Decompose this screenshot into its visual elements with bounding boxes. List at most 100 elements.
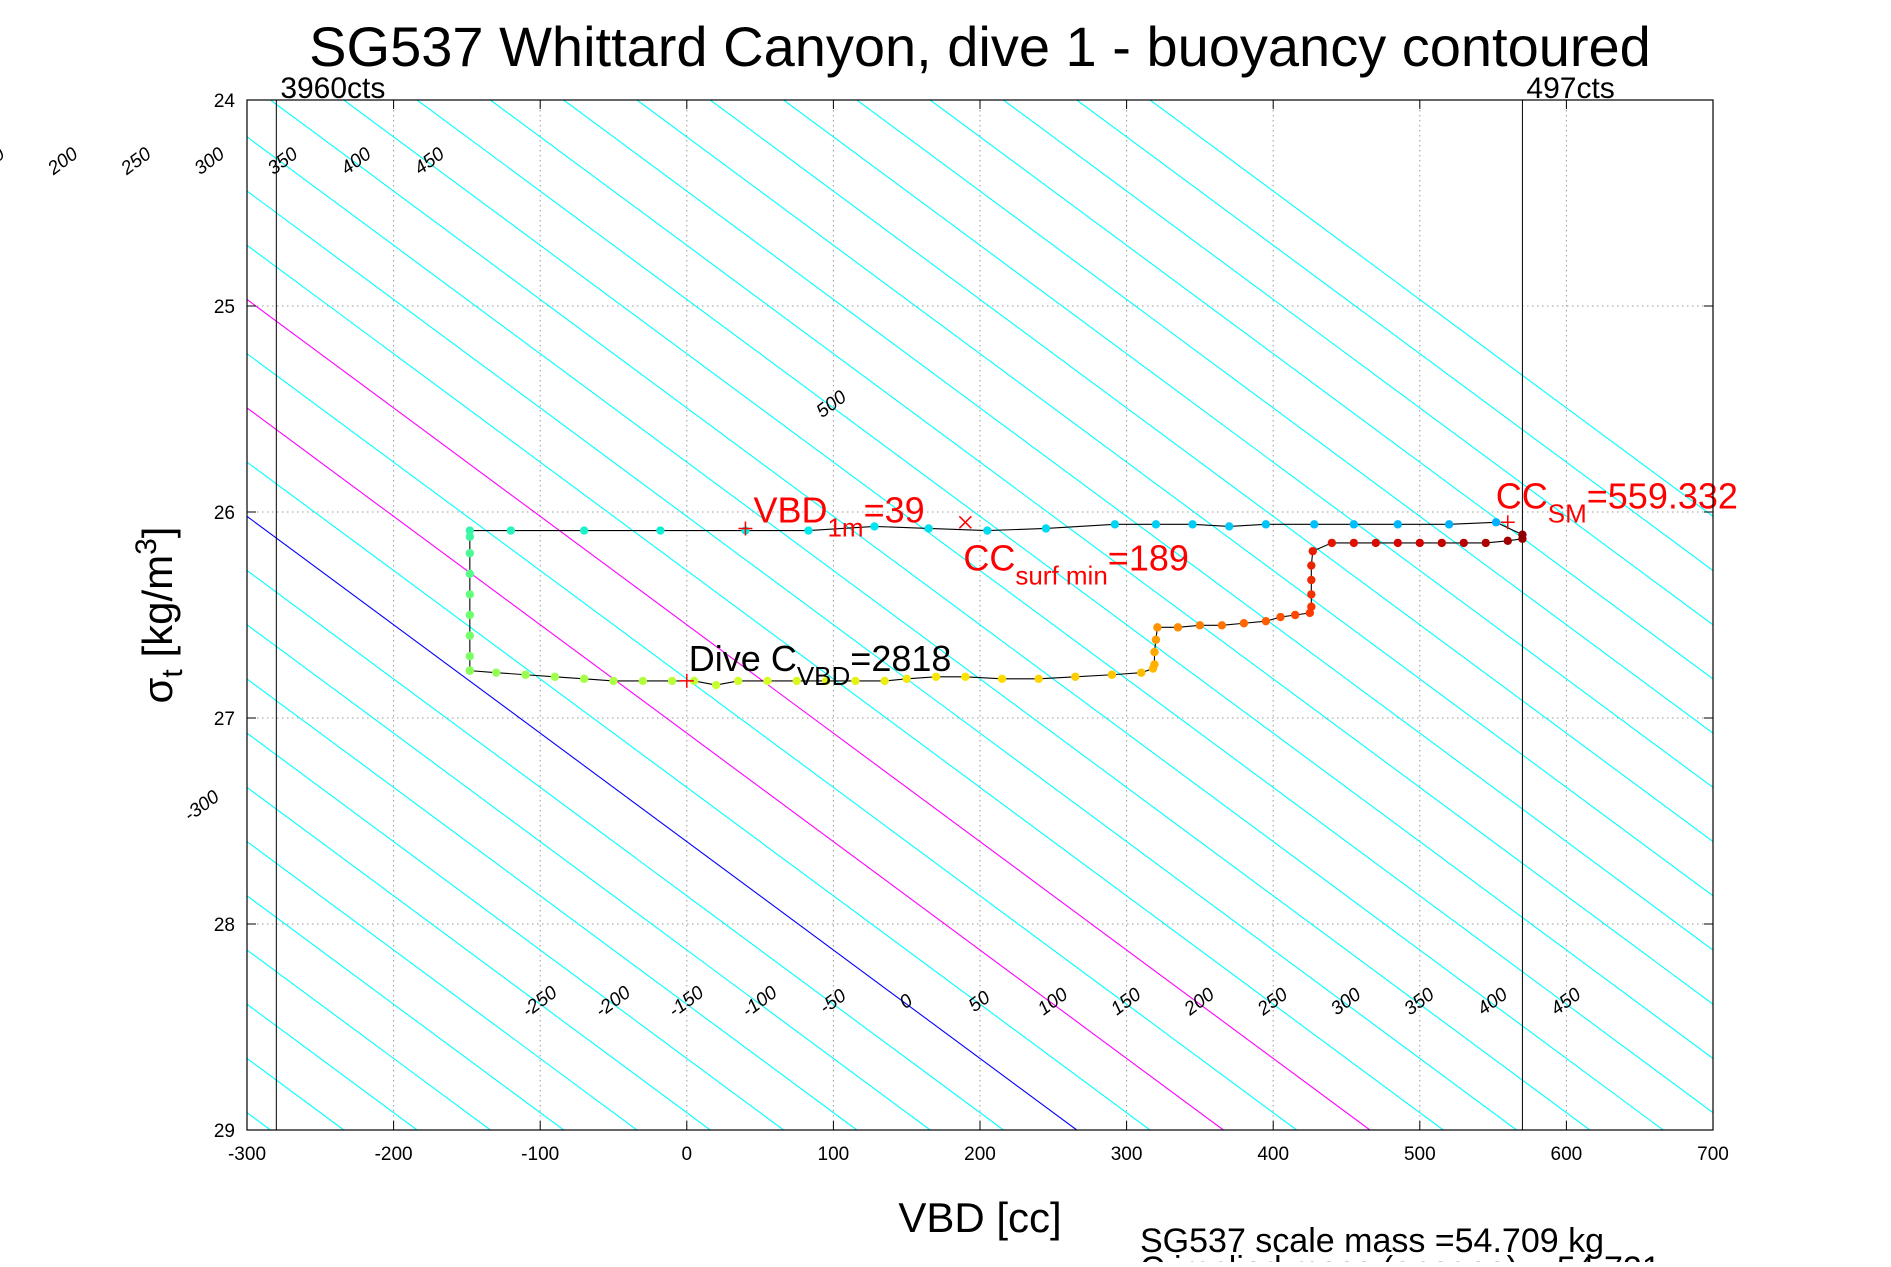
data-point — [870, 522, 879, 531]
data-point — [902, 674, 911, 684]
contour-label: 300 — [191, 143, 229, 179]
contour-line-1000 — [1149, 100, 1713, 518]
data-point — [1151, 520, 1161, 529]
data-point — [1415, 538, 1425, 548]
data-point — [1307, 590, 1316, 599]
contour-line-300 — [247, 190, 1517, 1130]
y-tick-label: 25 — [214, 297, 235, 318]
contour-line-700 — [709, 100, 1713, 843]
y-tick-label: 29 — [214, 1121, 235, 1142]
contour-label: -300 — [180, 786, 223, 826]
footer-implied-base: C — [1140, 1250, 1165, 1262]
x-tick-label: 100 — [818, 1144, 850, 1165]
annotation-label-base: VBD — [753, 489, 827, 530]
data-point — [931, 672, 941, 681]
data-point — [1195, 621, 1205, 630]
data-point — [997, 674, 1007, 684]
data-point — [1393, 520, 1403, 529]
contour-line--300 — [247, 840, 638, 1130]
contour-line-950 — [1076, 100, 1713, 572]
x-tick-label: 600 — [1551, 1144, 1583, 1165]
data-point — [1307, 561, 1316, 570]
data-point — [1188, 520, 1197, 529]
data-point — [465, 549, 475, 558]
y-axis-label-sub: t — [156, 669, 189, 678]
data-point — [924, 524, 933, 533]
contour-line-50 — [247, 461, 1151, 1130]
contour-line-350 — [247, 136, 1591, 1130]
contour-line--250 — [247, 786, 711, 1130]
data-point — [1173, 623, 1183, 632]
contour-line-650 — [636, 100, 1713, 897]
annotation-marker-plus — [738, 521, 753, 536]
data-point — [1290, 610, 1300, 620]
data-point — [506, 526, 516, 535]
x-axis-label: VBD [cc] — [898, 1194, 1061, 1241]
annotation-label-value: =2818 — [850, 638, 951, 679]
contour-line-450 — [343, 100, 1713, 1114]
y-axis-label-base: σ — [134, 677, 181, 703]
data-point — [1503, 536, 1512, 546]
annotation-label: VBD1m=39 — [753, 489, 924, 542]
x-tick-label: 700 — [1697, 1144, 1729, 1165]
x-tick-label: 300 — [1111, 1144, 1143, 1165]
contour-line-600 — [563, 100, 1713, 951]
data-point — [492, 668, 501, 677]
contour-label: 150 — [0, 143, 9, 179]
data-point — [1041, 524, 1051, 533]
data-series — [465, 518, 1527, 690]
x-tick-label: -200 — [375, 1144, 413, 1165]
annotation-label-base: CC — [963, 537, 1015, 578]
x-tick-label: -300 — [228, 1144, 266, 1165]
data-point — [579, 674, 589, 684]
annotation-label-sub: 1m — [827, 512, 863, 542]
y-tick-label: 27 — [214, 709, 235, 730]
annotation-label-base: CC — [1496, 475, 1548, 516]
data-point — [689, 676, 699, 686]
data-point — [1491, 518, 1501, 527]
data-point — [1150, 647, 1159, 657]
data-point — [579, 526, 589, 535]
y-tick-label: 28 — [214, 915, 235, 936]
contour-line-800 — [856, 100, 1713, 734]
data-point — [465, 631, 475, 640]
data-point — [1261, 520, 1271, 529]
data-point — [711, 680, 721, 690]
data-point — [1071, 672, 1080, 681]
data-point — [851, 676, 860, 686]
contour-line--200 — [247, 732, 784, 1130]
data-point — [638, 676, 648, 686]
data-point — [1276, 612, 1285, 622]
data-point — [1393, 538, 1403, 548]
contour-line--700 — [0, 100, 51, 1130]
data-point — [609, 676, 618, 686]
data-point — [1137, 668, 1146, 677]
data-point — [1371, 538, 1381, 548]
data-point — [792, 676, 801, 686]
data-point — [521, 670, 530, 679]
y-axis-label-sup: 3 — [130, 538, 163, 555]
data-point — [465, 532, 475, 541]
y-tick-label: 24 — [214, 91, 236, 112]
contour-label: 250 — [117, 143, 156, 180]
data-point — [804, 526, 813, 535]
data-point — [763, 676, 772, 686]
contour-line--100 — [247, 624, 931, 1130]
contour-line-200 — [247, 298, 1371, 1130]
data-point — [1151, 635, 1161, 644]
footer-implied-mass: C implied mass (apogee) = 54.721 — [1140, 1250, 1661, 1262]
contour-line--650 — [0, 100, 124, 1130]
annotation-label-value: =39 — [864, 489, 925, 530]
x-tick-label: -100 — [521, 1144, 559, 1165]
y-axis-label-rest: [kg/m — [134, 555, 181, 669]
contour-line--50 — [247, 569, 1004, 1130]
data-point — [1307, 575, 1316, 585]
data-point — [1217, 621, 1227, 630]
data-point — [667, 676, 677, 686]
data-point — [465, 590, 475, 599]
footer-implied-rest: implied mass (apogee) = 54.721 — [1165, 1250, 1661, 1262]
data-point — [880, 676, 889, 686]
x-tick-label: 200 — [964, 1144, 996, 1165]
